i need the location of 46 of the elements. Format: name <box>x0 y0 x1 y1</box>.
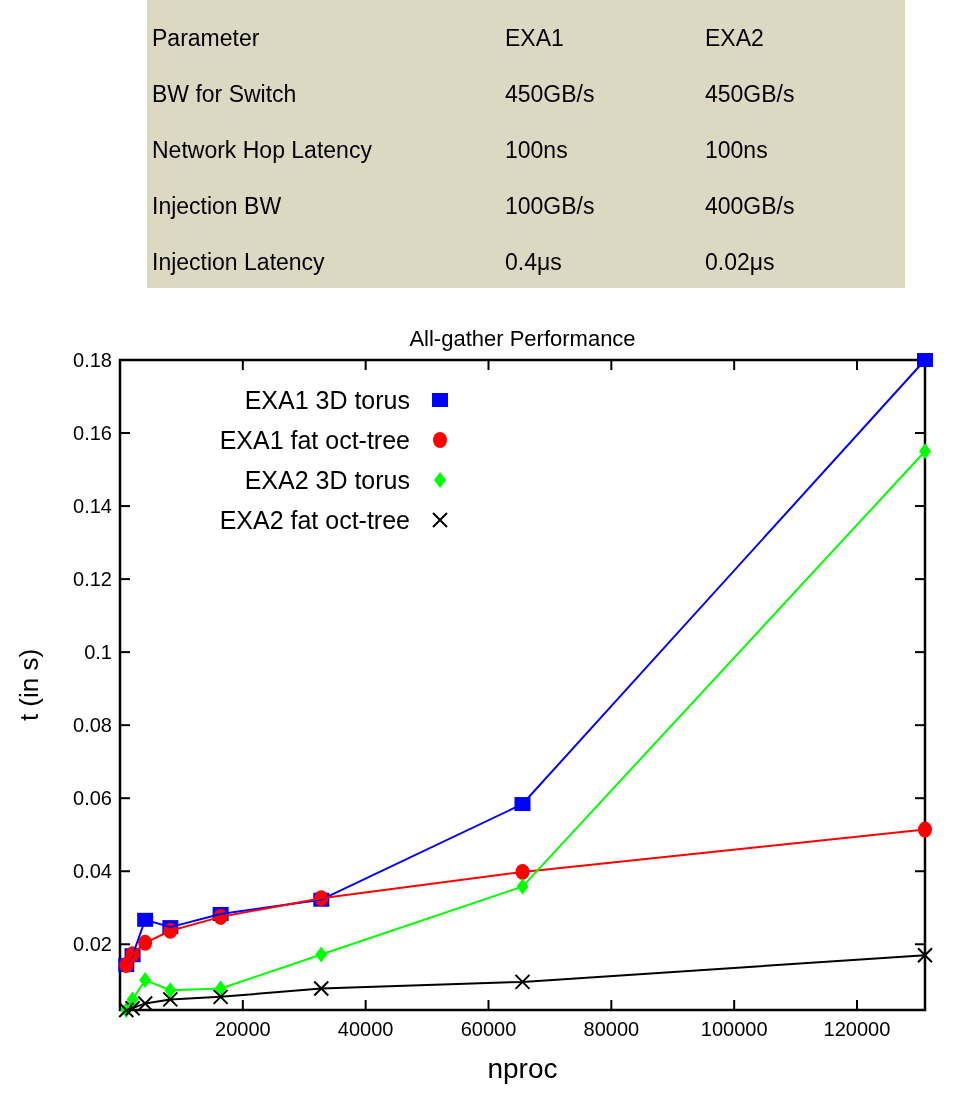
x-tick-label: 100000 <box>700 1018 768 1040</box>
y-axis-title: t (in s) <box>14 648 44 722</box>
point <box>514 973 531 990</box>
y-tick-label: 0.18 <box>73 349 112 371</box>
point <box>162 991 179 1008</box>
text: 0.4μs <box>505 249 562 276</box>
text: 100GB/s <box>505 193 595 220</box>
y-tick-label: 0.14 <box>73 495 112 518</box>
legend-label: EXA1 fat oct-tree <box>219 425 410 454</box>
y-tick-label: 0.16 <box>73 422 112 445</box>
point <box>919 443 931 460</box>
text: 0.02μs <box>705 249 775 276</box>
x-tick-label: 60000 <box>460 1018 517 1040</box>
text: 450GB/s <box>505 81 595 108</box>
x-axis-title: nproc <box>487 1053 558 1084</box>
point <box>917 947 933 964</box>
y-tick-label: 0.1 <box>84 641 112 664</box>
text: Network Hop Latency <box>152 137 373 164</box>
text: EXA2 <box>705 25 764 52</box>
text: Injection Latency <box>152 249 326 276</box>
text: 450GB/s <box>705 81 795 108</box>
y-tick-label: 0.04 <box>73 860 112 883</box>
legend-label: EXA2 fat oct-tree <box>219 505 410 534</box>
point <box>137 995 154 1012</box>
text: 400GB/s <box>705 193 795 220</box>
point <box>124 1000 141 1017</box>
point <box>917 353 933 367</box>
text: Parameter <box>152 25 260 52</box>
point <box>212 988 229 1005</box>
y-tick-label: 0.06 <box>73 787 112 810</box>
text: 100ns <box>705 137 768 164</box>
text: BW for Switch <box>152 81 297 108</box>
x-tick-label: 40000 <box>337 1018 394 1040</box>
y-tick-label: 0.12 <box>73 568 112 591</box>
legend-label: EXA1 3D torus <box>244 385 410 414</box>
text: EXA1 <box>505 25 564 52</box>
y-tick-label: 0.02 <box>73 933 112 956</box>
x-tick-label: 120000 <box>823 1018 891 1040</box>
x-tick-label: 80000 <box>583 1018 640 1040</box>
chart-title: All-gather Performance <box>409 326 636 351</box>
x-tick-label: 20000 <box>215 1018 271 1040</box>
y-tick-label: 0.08 <box>73 714 112 737</box>
point <box>313 980 330 997</box>
text: Injection BW <box>152 193 282 220</box>
text: 100ns <box>505 137 568 164</box>
legend-label: EXA2 3D torus <box>244 465 410 494</box>
